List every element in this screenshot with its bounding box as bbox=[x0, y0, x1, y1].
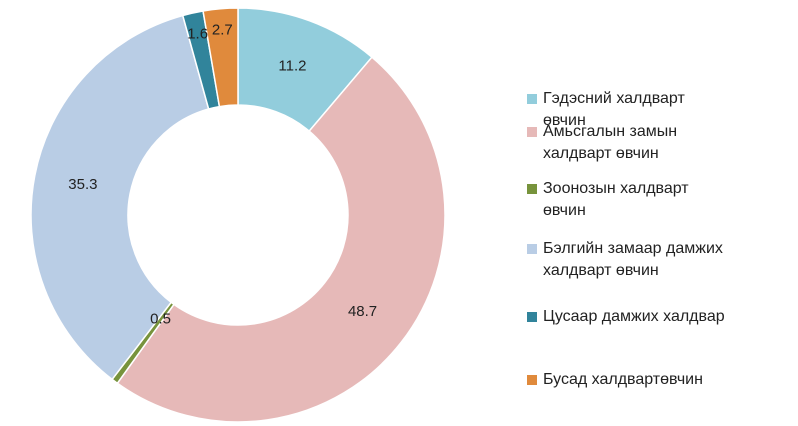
donut-slice bbox=[30, 14, 210, 381]
data-label: 1.6 bbox=[187, 25, 208, 42]
legend-swatch bbox=[527, 375, 537, 385]
donut-slice bbox=[202, 7, 239, 108]
legend-swatch bbox=[527, 127, 537, 137]
legend-item: Бусад халдвартөвчин bbox=[527, 369, 795, 391]
legend-label: Амьсгалын замын халдварт өвчин bbox=[543, 123, 678, 162]
legend-swatch bbox=[527, 94, 537, 104]
data-label: 0.5 bbox=[150, 310, 171, 327]
data-label: 2.7 bbox=[212, 22, 233, 39]
legend-item: Зоонозын халдварт өвчин bbox=[527, 178, 727, 222]
donut-slice bbox=[116, 56, 446, 423]
data-label: 11.2 bbox=[278, 58, 306, 75]
donut: 11.2 48.7 0.5 35.3 1.6 2.7 bbox=[30, 7, 446, 423]
legend-label: Цусаар дамжих халдвар bbox=[543, 308, 725, 325]
legend-item: Цусаар дамжих халдвар bbox=[527, 306, 795, 328]
legend-label: Гэдэсний халдварт өвчин bbox=[543, 90, 685, 129]
data-label: 35.3 bbox=[68, 176, 97, 193]
legend-label: Бэлгийн замаар дамжих халдварт өвчин bbox=[543, 240, 723, 279]
legend-item: Амьсгалын замын халдварт өвчин bbox=[527, 121, 727, 165]
legend-swatch bbox=[527, 312, 537, 322]
legend-item: Бэлгийн замаар дамжих халдварт өвчин bbox=[527, 238, 795, 282]
legend-item: Гэдэсний халдварт өвчин bbox=[527, 88, 727, 132]
legend-label: Бусад халдвартөвчин bbox=[543, 371, 703, 388]
data-label: 48.7 bbox=[348, 303, 377, 320]
legend: Гэдэсний халдварт өвчин Амьсгалын замын х… bbox=[527, 0, 797, 426]
legend-swatch bbox=[527, 184, 537, 194]
legend-label: Зоонозын халдварт өвчин bbox=[543, 180, 689, 219]
legend-swatch bbox=[527, 244, 537, 254]
